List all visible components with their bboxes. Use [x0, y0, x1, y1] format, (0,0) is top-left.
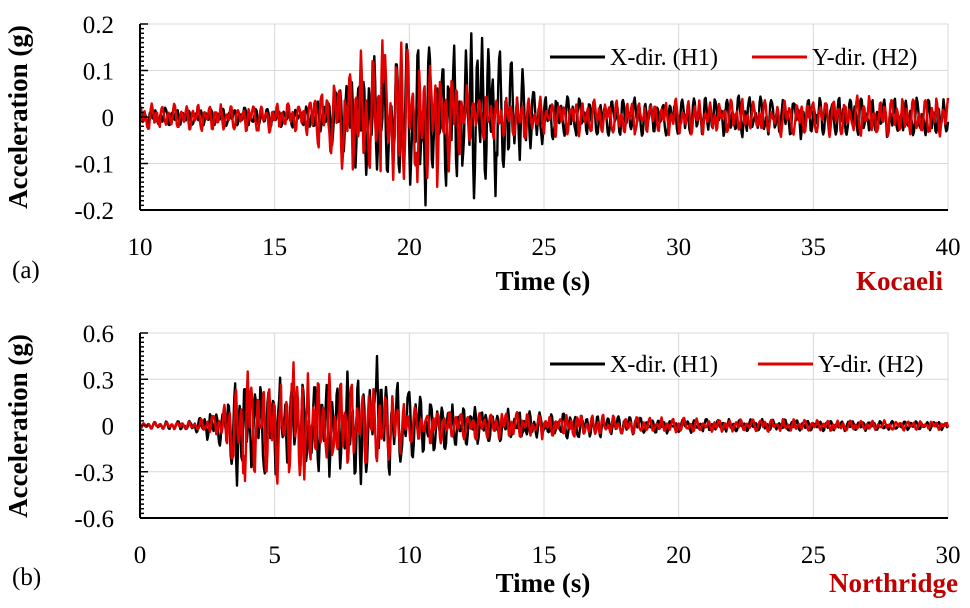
x-tick-label: 30 — [666, 234, 691, 261]
x-tick-label: 20 — [397, 234, 422, 261]
x-tick-label: 30 — [936, 542, 961, 569]
x-tick-label: 20 — [666, 542, 691, 569]
x-tick-label: 5 — [268, 542, 281, 569]
ylabel-a: Acceleration (g) — [3, 25, 33, 209]
series-layer-a — [138, 32, 950, 207]
y-tick-label: 0.1 — [83, 59, 114, 86]
x-tick-label: 15 — [262, 234, 287, 261]
legend-label-y-b: Y-dir. (H2) — [818, 352, 923, 378]
x-tick-label: 25 — [801, 542, 826, 569]
ticklabels-b: 0 5 10 15 20 25 30 0.6 0.3 0 -0.3 -0.6 — [74, 321, 960, 569]
y-tick-label: 0.2 — [83, 12, 114, 39]
ticklabels-a: 10 15 20 25 30 35 40 0.2 0.1 0 -0.1 -0.2 — [74, 12, 960, 261]
x-tick-label: 15 — [532, 542, 557, 569]
series-y-dir-line — [138, 39, 950, 188]
legend-label-x-a: X-dir. (H1) — [610, 45, 718, 71]
series-layer-b — [139, 354, 950, 487]
earthquake-name-b: Northridge — [829, 568, 958, 598]
x-tick-label: 35 — [801, 234, 826, 261]
earthquake-name-a: Kocaeli — [856, 266, 943, 296]
legend-label-x-b: X-dir. (H1) — [610, 352, 718, 378]
xlabel-b: Time (s) — [496, 568, 591, 598]
legend-a: X-dir. (H1) Y-dir. (H2) — [550, 45, 917, 71]
y-tick-label: -0.1 — [74, 152, 114, 179]
axes-a — [139, 23, 948, 211]
panel-label-a: (a) — [12, 257, 40, 284]
y-tick-label: 0.3 — [83, 367, 114, 394]
x-tick-label: 10 — [128, 234, 153, 261]
x-tick-label: 25 — [532, 234, 557, 261]
x-tick-label: 0 — [134, 542, 147, 569]
y-tick-label: 0 — [102, 414, 115, 441]
x-tick-label: 40 — [936, 234, 961, 261]
y-tick-label: 0 — [102, 105, 115, 132]
legend-label-y-a: Y-dir. (H2) — [812, 45, 917, 71]
ylabel-b: Acceleration (g) — [3, 334, 33, 518]
y-tick-label: 0.6 — [83, 321, 114, 348]
x-tick-label: 10 — [397, 542, 422, 569]
legend-b: X-dir. (H1) Y-dir. (H2) — [550, 352, 923, 378]
y-tick-label: -0.6 — [74, 506, 114, 533]
xlabel-a: Time (s) — [496, 266, 591, 296]
axes-b — [139, 332, 948, 519]
chart-northridge: 0 5 10 15 20 25 30 0.6 0.3 0 -0.3 -0.6 Acceleration… — [3, 321, 961, 598]
panel-label-b: (b) — [12, 564, 41, 591]
chart-kocaeli: 10 15 20 25 30 35 40 0.2 0.1 0 -0.1 -0.2 Accelerati… — [3, 12, 961, 296]
y-tick-label: -0.2 — [74, 198, 114, 225]
y-tick-label: -0.3 — [74, 460, 114, 487]
series-y-dir-line — [139, 361, 950, 485]
